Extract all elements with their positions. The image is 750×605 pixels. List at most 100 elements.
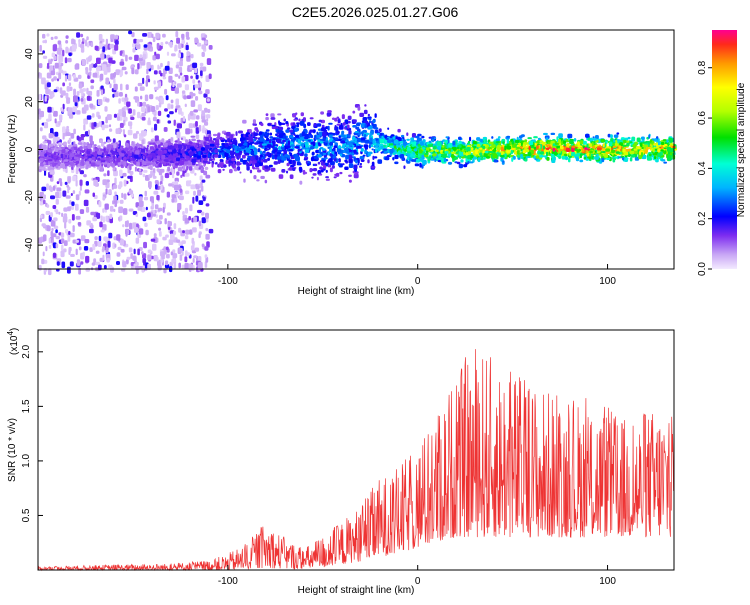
spectrogram-cell: [194, 84, 199, 89]
spectrogram-cell: [497, 136, 501, 139]
spectrogram-cell: [50, 70, 56, 76]
spectrogram-cell: [157, 207, 163, 212]
spectrogram-cell: [274, 149, 277, 153]
spectrogram-cell: [390, 134, 395, 137]
spectrogram-cell: [38, 72, 41, 77]
spectrogram-cell: [327, 125, 330, 131]
spectrogram-cell: [76, 110, 81, 115]
spectrogram-cell: [199, 161, 202, 166]
spectrogram-cell: [69, 261, 74, 267]
spectrogram-cell: [170, 137, 173, 142]
spectrogram-cell: [68, 82, 72, 87]
spectrogram-cell: [116, 252, 121, 257]
spectrogram-cell: [134, 166, 137, 172]
spectrogram-cell: [113, 208, 116, 212]
spectrogram-cell: [93, 121, 97, 127]
spectrogram-cell: [293, 128, 298, 132]
spectrogram-cell: [243, 178, 246, 183]
spectrogram-cell: [412, 151, 415, 155]
spectrogram-cell: [197, 209, 202, 214]
spectrogram-cell: [148, 174, 152, 179]
spectrogram-cell: [119, 71, 122, 78]
spectrogram-cell: [173, 223, 177, 230]
spectrogram-cell: [71, 201, 75, 206]
spectrogram-cell: [183, 166, 186, 171]
spectrogram-cell: [623, 139, 627, 144]
spectrogram-cell: [335, 172, 340, 177]
spectrogram-cell: [48, 237, 51, 244]
spectrogram-cell: [87, 90, 93, 96]
spectrogram-cell: [136, 142, 139, 146]
spectrogram-cell: [194, 150, 197, 154]
spectrogram-cell: [417, 133, 422, 137]
spectrogram-cell: [138, 57, 143, 61]
spectrogram-cell: [348, 163, 354, 168]
spectrogram-cell: [152, 158, 157, 162]
spectrogram-cell: [190, 53, 194, 59]
spectrogram-cell: [267, 157, 270, 161]
spectrogram-cell: [166, 191, 170, 198]
spectrogram-cell: [260, 159, 264, 163]
spectrogram-cell: [118, 109, 123, 116]
spectrogram-cell: [204, 261, 208, 268]
spectrogram-cell: [262, 155, 266, 160]
spectrogram-cell: [394, 161, 399, 165]
spectrogram-cell: [248, 136, 253, 140]
spectrogram-cell: [181, 39, 185, 44]
spectrogram-cell: [594, 156, 599, 160]
spectrogram-cell: [64, 181, 68, 185]
spectrogram-cell: [77, 150, 80, 155]
spectrogram-cell: [434, 137, 437, 140]
spectrogram-cell: [190, 184, 196, 190]
spectrogram-cell: [369, 132, 372, 137]
spectrogram-cell: [369, 137, 373, 142]
spectrogram-cell: [453, 146, 457, 151]
spectrogram-cell: [106, 114, 112, 121]
spectrogram-cell: [66, 86, 70, 92]
spectrogram-cell: [476, 143, 481, 148]
spectrogram-cell: [100, 148, 104, 152]
spectrogram-cell: [368, 117, 372, 121]
spectrogram-cell: [341, 137, 347, 141]
spectrogram-cell: [550, 132, 556, 135]
spectrogram-cell: [105, 77, 110, 85]
spectrogram-cell: [137, 111, 141, 119]
spectrogram-cell: [233, 167, 238, 172]
spectrogram-cell: [195, 134, 200, 140]
spectrogram-cell: [177, 138, 180, 143]
spectrogram-cell: [168, 221, 172, 227]
spectrogram-cell: [582, 140, 587, 145]
spectrogram-cell: [69, 156, 72, 160]
spectrogram-cell: [189, 229, 193, 235]
spectrogram-cell: [260, 175, 265, 179]
spectrogram-cell: [405, 159, 409, 163]
spectrogram-cell: [160, 160, 163, 164]
spectrogram-cell: [157, 144, 161, 149]
spectrogram-cell: [454, 156, 458, 160]
spectrogram-cell: [75, 148, 80, 152]
spectrogram-cell: [495, 141, 500, 144]
spectrogram-cell: [63, 240, 68, 246]
spectrogram-cell: [143, 261, 146, 266]
spectrogram-cell: [39, 162, 44, 167]
spectrogram-cell: [109, 213, 113, 220]
spectrogram-cell: [445, 136, 449, 139]
spectrogram-cell: [185, 229, 190, 235]
spectrogram-cell: [274, 156, 277, 160]
spectrogram-cell: [61, 149, 66, 154]
spectrogram-cell: [579, 140, 584, 145]
spectrogram-cell: [259, 137, 264, 142]
spectrogram-cell: [96, 66, 101, 72]
spectrogram-cell: [103, 173, 107, 177]
spectrogram-cell: [55, 209, 59, 215]
spectrogram-cell: [133, 96, 138, 100]
spectrogram-cell: [372, 138, 376, 144]
spectrogram-cell: [108, 124, 112, 128]
spectrogram-cell: [180, 158, 185, 161]
spectrogram-cell: [417, 154, 421, 158]
spectrogram-cell: [306, 163, 310, 167]
spectrogram-cell: [289, 129, 294, 133]
spectrogram-cell: [632, 143, 637, 148]
spectrogram-cell: [193, 255, 198, 259]
spectrogram-cell: [197, 42, 202, 47]
